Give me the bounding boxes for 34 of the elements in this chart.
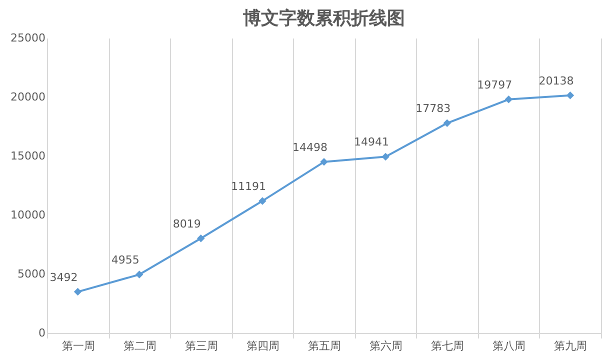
x-tick-label: 第二周 xyxy=(123,340,156,352)
data-label: 19797 xyxy=(477,78,512,92)
y-tick-label: 15000 xyxy=(10,150,46,162)
point xyxy=(504,96,513,104)
x-tick-label: 第七周 xyxy=(431,340,464,352)
y-tick-label: 10000 xyxy=(10,208,46,222)
x-tick-label: 第三周 xyxy=(184,340,218,352)
x-tick-label: 第八周 xyxy=(492,340,526,352)
chart-title: 博文字数累积折线图 xyxy=(242,8,405,29)
x-tick-label: 第一周 xyxy=(62,340,95,352)
data-label: 17783 xyxy=(416,102,451,116)
y-tick-label: 5000 xyxy=(18,268,46,280)
point xyxy=(443,119,451,128)
point xyxy=(320,158,328,166)
data-label: 8019 xyxy=(172,217,201,230)
x-tick-label: 第四周 xyxy=(246,340,280,352)
point xyxy=(382,152,390,161)
point xyxy=(74,288,82,296)
x-tick-label: 第九周 xyxy=(554,340,588,352)
data-label: 14498 xyxy=(292,140,328,154)
data-label: 4955 xyxy=(111,254,140,267)
point xyxy=(135,270,144,278)
data-label: 14941 xyxy=(354,136,390,149)
data-label: 11191 xyxy=(230,180,266,193)
data-label: 3492 xyxy=(50,270,78,284)
data-label: 20138 xyxy=(538,74,574,88)
x-tick-label: 第五周 xyxy=(308,340,341,352)
point xyxy=(566,92,574,100)
y-tick-label: 0 xyxy=(38,326,46,340)
x-tick-label: 第六周 xyxy=(370,340,403,352)
point xyxy=(258,197,266,205)
y-tick-label: 20000 xyxy=(10,90,46,104)
y-tick-label: 25000 xyxy=(10,32,46,44)
point xyxy=(197,234,205,242)
